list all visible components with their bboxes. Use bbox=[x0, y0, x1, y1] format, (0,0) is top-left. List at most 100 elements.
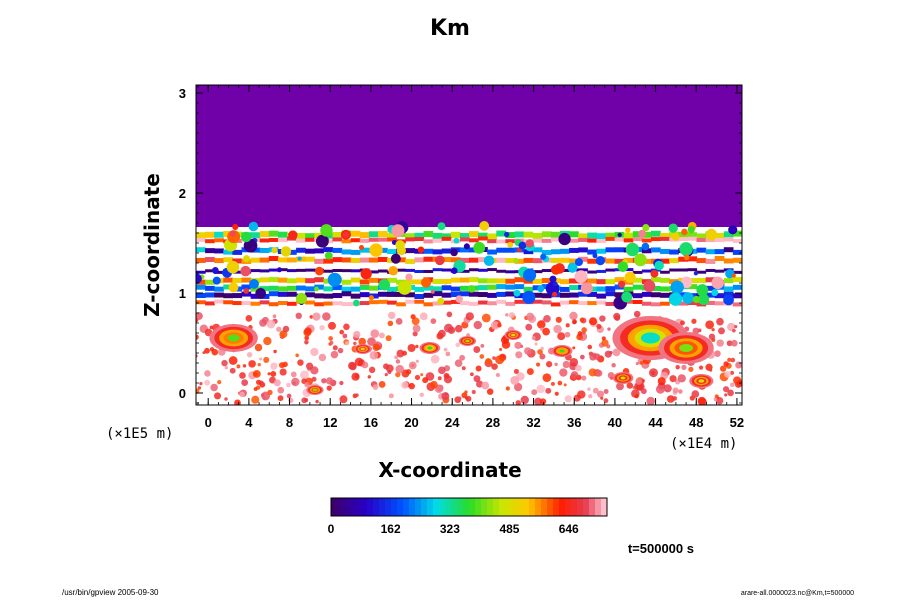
speckle bbox=[711, 328, 715, 332]
band-cell bbox=[541, 238, 552, 243]
band-cell bbox=[459, 277, 470, 283]
speckle bbox=[471, 389, 476, 395]
band-cell bbox=[350, 293, 361, 299]
colorbar-cell bbox=[559, 498, 566, 516]
band-blob bbox=[522, 290, 536, 304]
band-cell bbox=[405, 237, 415, 242]
speckle bbox=[672, 396, 678, 401]
speckle bbox=[224, 365, 229, 370]
band-cell bbox=[241, 301, 252, 306]
band-cell bbox=[305, 300, 315, 305]
band-blob bbox=[211, 267, 219, 274]
band-cell bbox=[232, 293, 243, 299]
band-cell bbox=[678, 292, 688, 298]
speckle bbox=[554, 391, 559, 396]
band-cell bbox=[569, 231, 579, 238]
band-cell bbox=[414, 293, 425, 299]
colorbar-cell bbox=[433, 498, 440, 516]
speckle bbox=[402, 350, 408, 356]
speckle bbox=[688, 366, 694, 372]
band-cell bbox=[341, 286, 352, 292]
x-tick-label: 44 bbox=[648, 415, 663, 430]
speckle bbox=[600, 396, 604, 400]
colorbar-cell bbox=[427, 498, 434, 516]
speckle bbox=[454, 324, 463, 333]
band-blob bbox=[276, 267, 282, 273]
band-cell bbox=[359, 257, 370, 263]
band-cell bbox=[514, 277, 525, 283]
band-cell bbox=[569, 285, 579, 291]
speckle bbox=[420, 373, 424, 377]
band-blob bbox=[574, 258, 583, 267]
speckle bbox=[369, 350, 379, 360]
band-blob bbox=[248, 221, 259, 232]
x-tick-label: 4 bbox=[245, 415, 253, 430]
band-cell bbox=[569, 247, 579, 253]
band-cell bbox=[587, 301, 597, 306]
x-tick-label: 52 bbox=[730, 415, 744, 430]
band-cell bbox=[268, 285, 279, 291]
band-cell bbox=[341, 291, 352, 297]
speckle bbox=[291, 377, 300, 387]
speckle bbox=[248, 360, 256, 368]
band-cell bbox=[368, 300, 379, 305]
band-cell bbox=[587, 270, 597, 274]
speckle bbox=[342, 333, 348, 339]
speckle bbox=[322, 312, 331, 321]
speckle bbox=[535, 362, 541, 367]
speckle bbox=[367, 375, 372, 379]
band-cell bbox=[641, 238, 652, 243]
band-blob bbox=[552, 281, 558, 287]
band-cell bbox=[441, 292, 452, 298]
speckle bbox=[370, 329, 380, 338]
band-cell bbox=[259, 238, 270, 243]
band-cell bbox=[378, 231, 388, 238]
band-cell bbox=[651, 230, 661, 237]
speckle bbox=[328, 321, 336, 330]
band-cell bbox=[450, 292, 461, 298]
band-cell bbox=[277, 257, 288, 263]
speckle bbox=[321, 378, 327, 384]
band-blob bbox=[650, 269, 659, 278]
speckle bbox=[367, 337, 376, 346]
band-cell bbox=[296, 268, 306, 272]
speckle bbox=[290, 371, 297, 378]
speckle bbox=[564, 331, 571, 338]
band-cell bbox=[532, 278, 543, 284]
band-cell bbox=[259, 286, 270, 292]
band-cell bbox=[496, 291, 506, 297]
band-cell bbox=[241, 291, 252, 297]
speckle bbox=[263, 336, 272, 346]
band-cell bbox=[596, 286, 607, 292]
band-cell bbox=[350, 238, 361, 243]
speckle bbox=[534, 342, 538, 346]
speckle bbox=[486, 388, 494, 395]
band-cell bbox=[514, 258, 525, 264]
speckle bbox=[239, 391, 245, 398]
band-cell bbox=[441, 257, 452, 263]
band-cell bbox=[578, 233, 588, 240]
band-cell bbox=[423, 292, 434, 298]
band-cell bbox=[632, 277, 643, 283]
band-cell bbox=[587, 278, 597, 284]
speckle bbox=[245, 315, 253, 322]
band-cell bbox=[478, 268, 488, 272]
colorbar-tick-label: 0 bbox=[328, 522, 335, 536]
band-cell bbox=[323, 258, 334, 264]
colorbar-cell bbox=[355, 498, 362, 516]
band-cell bbox=[232, 249, 243, 255]
band-blob bbox=[507, 241, 514, 248]
colorbar-cell bbox=[475, 498, 482, 516]
band-blob bbox=[342, 231, 350, 238]
band-cell bbox=[250, 301, 261, 306]
band-cell bbox=[487, 292, 497, 298]
band-cell bbox=[723, 278, 734, 284]
speckle bbox=[720, 365, 727, 372]
y-tick-label: 3 bbox=[179, 86, 186, 101]
speckle bbox=[540, 346, 544, 351]
speckle bbox=[354, 357, 364, 367]
band-blob bbox=[624, 271, 636, 283]
band-cell bbox=[660, 301, 670, 306]
speckle bbox=[513, 382, 523, 392]
band-cell bbox=[450, 257, 461, 263]
